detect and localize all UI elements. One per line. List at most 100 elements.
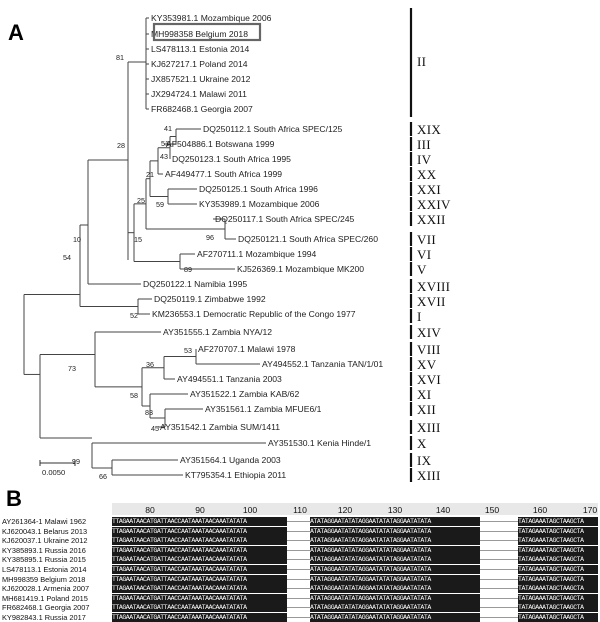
alignment-block: TATAGAAATAGCTAAGCTA	[518, 603, 598, 613]
alignment-block: TTAGAATAACATGATTAACCAATAAATAACAAATATATA	[112, 613, 287, 622]
alignment-panel: B 80 90 100 110 120 130 140 150 160 170 AY261364-…	[0, 486, 600, 622]
bootstrap-value: 96	[206, 233, 214, 242]
bootstrap-value: 21	[146, 170, 154, 179]
alignment-gap	[480, 521, 518, 522]
leaf-label: AF504886.1 Botswana 1999	[166, 139, 275, 149]
position-label: 160	[532, 505, 548, 515]
leaf-label: AY351564.1 Uganda 2003	[180, 455, 281, 465]
alignment-gap	[287, 559, 310, 561]
alignment-gap	[480, 617, 518, 618]
bootstrap-value: 52	[130, 311, 138, 320]
leaf-label: KT795354.1 Ethiopia 2011	[185, 470, 286, 480]
bootstrap-value: 43	[160, 152, 168, 161]
leaf-label: KJ627217.1 Poland 2014	[151, 59, 248, 69]
panel-a-label: A	[8, 20, 24, 45]
leaf-label: AY494552.1 Tanzania TAN/1/01	[262, 359, 383, 369]
tree-branches	[23, 17, 266, 476]
bootstrap-value: 36	[146, 360, 154, 369]
genotype-label: XIII	[417, 420, 441, 435]
leaf-label: JX294724.1 Malawi 2011	[151, 89, 247, 99]
alignment-block: ATATAGGAATATATAGGAATATATAGGAATATATA	[310, 603, 480, 613]
leaf-label: AY351561.1 Zambia MFUE6/1	[205, 404, 322, 414]
leaf-label: FR682468.1 Georgia 2007	[151, 104, 253, 114]
alignment-block: TTAGAATAACATGATTAACCAATAAATAACAAATATATA	[112, 574, 287, 584]
bootstrap-value: 83	[145, 408, 153, 417]
alignment-block: TTAGAATAACATGATTAACCAATAAATAACAAATATATA	[112, 584, 287, 594]
bootstrap-value: 10	[73, 235, 81, 244]
alignment-block: ATATAGGAATATATAGGAATATATAGGAATATATA	[310, 584, 480, 594]
leaf-label: AF270707.1 Malawi 1978	[198, 344, 296, 354]
alignment-block: ATATAGGAATATATAGGAATATATAGGAATATATA	[310, 517, 480, 526]
genotype-label: XIII	[417, 468, 441, 483]
alignment-block: ATATAGGAATATATAGGAATATATAGGAATATATA	[310, 536, 480, 546]
bootstrap-value: 25	[137, 196, 145, 205]
sequence-name: AY261364-1 Malawi 1962	[2, 517, 87, 526]
bootstrap-value: 89	[184, 265, 192, 274]
leaf-label: JX857521.1 Ukraine 2012	[151, 74, 251, 84]
bootstrap-value: 54	[63, 253, 71, 262]
bootstrap-value: 45	[151, 424, 159, 433]
sequence-name: KY385893.1 Russia 2016	[2, 545, 86, 555]
genotype-label: XX	[417, 167, 437, 182]
alignment-gap	[287, 607, 310, 609]
alignment-block: TATAGAAATAGCTAAGCTA	[518, 613, 598, 622]
leaf-label: DQ250122.1 Namibia 1995	[143, 279, 247, 289]
leaf-label: KY353981.1 Mozambique 2006	[151, 13, 272, 23]
leaf-label: AY351542.1 Zambia SUM/1411	[160, 422, 280, 432]
sequence-name: MH681419.1 Poland 2015	[2, 593, 88, 603]
position-label: 110	[293, 505, 307, 515]
genotype-label: XVIII	[417, 279, 450, 294]
alignment-block: TATAGAAATAGCTAAGCTA	[518, 584, 598, 594]
genotype-label: X	[417, 436, 427, 451]
bootstrap-value: 99	[72, 457, 80, 466]
genotype-label: III	[417, 137, 431, 152]
leaf-label: KJ526369.1 Mozambique MK200	[237, 264, 364, 274]
genotype-label: XVII	[417, 294, 446, 309]
sequence-name: LS478113.1 Estonia 2014	[2, 565, 87, 574]
genotype-label: V	[417, 262, 427, 277]
genotype-label: XIX	[417, 122, 441, 137]
alignment-block: TTAGAATAACATGATTAACCAATAAATAACAAATATATA	[112, 603, 287, 613]
alignment-gap	[480, 588, 518, 590]
alignment-block: ATATAGGAATATATAGGAATATATAGGAATATATA	[310, 574, 480, 584]
bootstrap-value: 15	[134, 235, 142, 244]
alignment-block: TATAGAAATAGCTAAGCTA	[518, 565, 598, 574]
alignment-block: TTAGAATAACATGATTAACCAATAAATAACAAATATATA	[112, 517, 287, 526]
alignment-gap	[287, 540, 310, 542]
sequence-name: KY385895.1 Russia 2015	[2, 555, 86, 565]
leaf-label: DQ250125.1 South Africa 1996	[199, 184, 318, 194]
alignment-gap	[287, 569, 310, 570]
alignment-block: ATATAGGAATATATAGGAATATATAGGAATATATA	[310, 565, 480, 574]
position-label: 120	[337, 505, 353, 515]
leaf-label: AY494551.1 Tanzania 2003	[177, 374, 282, 384]
bootstrap-value: 73	[68, 364, 76, 373]
genotype-label: I	[417, 309, 422, 324]
alignment-gap	[287, 530, 310, 532]
bootstrap-value: 59	[156, 200, 164, 209]
genotype-label: XXIV	[417, 197, 451, 212]
sequence-name: FR682468.1 Georgia 2007	[2, 603, 90, 613]
alignment-block: TATAGAAATAGCTAAGCTA	[518, 574, 598, 584]
genotype-label: XXII	[417, 212, 446, 227]
alignment-block: ATATAGGAATATATAGGAATATATAGGAATATATA	[310, 545, 480, 555]
leaf-label: LS478113.1 Estonia 2014	[151, 44, 249, 54]
alignment-block: ATATAGGAATATATAGGAATATATAGGAATATATA	[310, 613, 480, 622]
alignment-gap	[287, 617, 310, 618]
alignment-block: ATATAGGAATATATAGGAATATATAGGAATATATA	[310, 593, 480, 603]
bootstrap-value: 41	[164, 124, 172, 133]
alignment-block: TTAGAATAACATGATTAACCAATAAATAACAAATATATA	[112, 565, 287, 574]
genotype-label: II	[417, 54, 426, 69]
phylogenetic-tree: A KY353981.1 Mozambique 2006 MH998358 Bel…	[8, 8, 451, 483]
alignment-gap	[480, 559, 518, 561]
genotype-label: VI	[417, 247, 431, 262]
bootstrap-value: 66	[99, 472, 107, 481]
alignment-gap	[287, 578, 310, 580]
genotype-label: XI	[417, 387, 431, 402]
bootstrap-value: 51	[161, 139, 169, 148]
sequence-name: KJ620037.1 Ukraine 2012	[2, 536, 88, 546]
bootstrap-value: 58	[130, 391, 138, 400]
position-label: 100	[242, 505, 258, 515]
scale-label: 0.0050	[42, 468, 65, 477]
leaf-label: AF449477.1 South Africa 1999	[165, 169, 282, 179]
bootstrap-value: 28	[117, 141, 125, 150]
